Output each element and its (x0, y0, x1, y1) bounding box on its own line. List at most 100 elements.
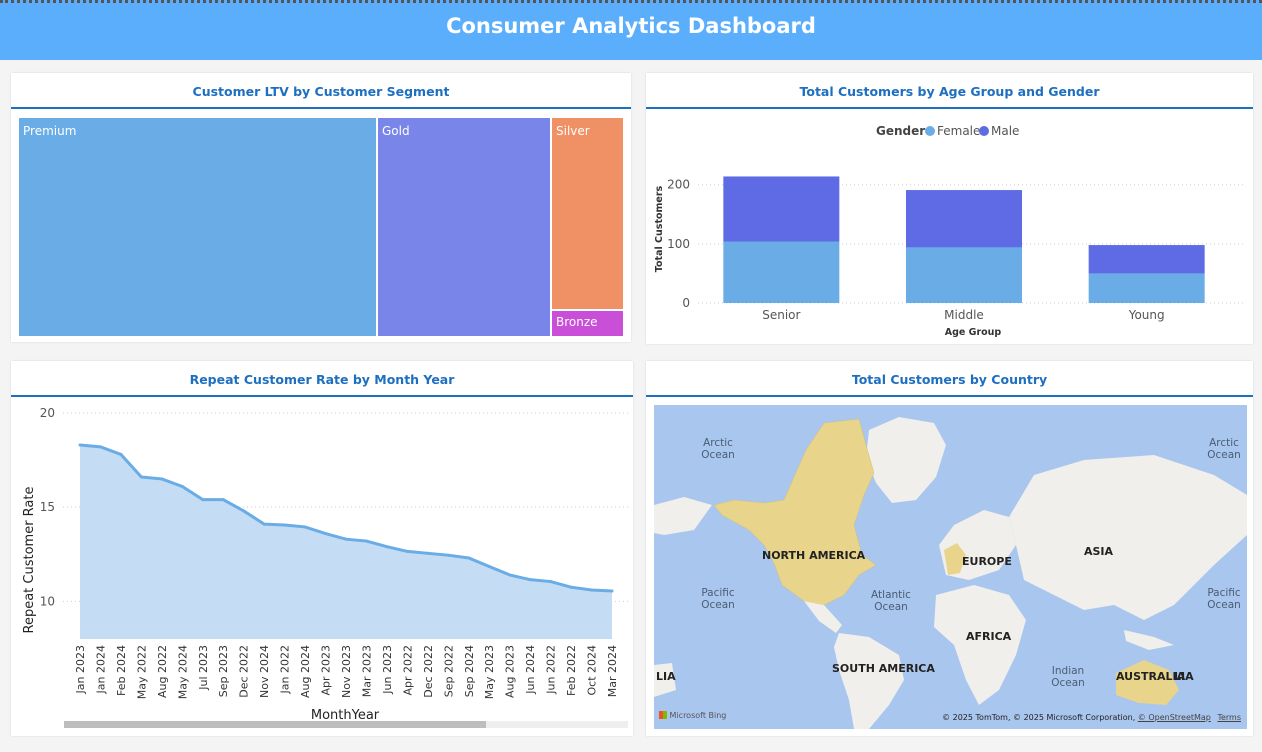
treemap-bronze[interactable]: Bronze (551, 310, 624, 337)
australia-shape (1116, 660, 1179, 705)
left-edge-oceania (654, 663, 676, 697)
label-lia-left: LIA (656, 670, 676, 683)
bar-male-middle[interactable] (906, 190, 1022, 248)
x-tick-label: Jan 2022 (279, 645, 292, 694)
map-attribution: © 2025 TomTom, © 2025 Microsoft Corporat… (942, 713, 1241, 722)
treemap-gold[interactable]: Gold (377, 117, 551, 337)
data-point[interactable] (119, 452, 123, 456)
repeat-rate-title: Repeat Customer Rate by Month Year (11, 361, 633, 397)
africa-shape (934, 585, 1026, 705)
data-point[interactable] (569, 585, 573, 589)
data-point[interactable] (283, 523, 287, 527)
x-tick-label: Nov 2024 (258, 645, 271, 698)
x-tick-label: Jan 2023 (74, 645, 87, 694)
x-tick-label: Aug 2022 (156, 645, 169, 698)
x-tick-label: Mar 2024 (606, 645, 619, 697)
x-tick-label: Sep 2023 (217, 645, 230, 697)
dashboard-header: Consumer Analytics Dashboard (0, 0, 1262, 60)
data-point[interactable] (467, 556, 471, 560)
age-gender-chart: 0 100 200 Senior Middle Young Gender Female … (654, 124, 1246, 338)
ocean-indian: Indian Ocean (1051, 665, 1085, 689)
x-tick-label: Apr 2022 (401, 645, 414, 696)
x-tick-label: May 2024 (176, 645, 189, 699)
data-point[interactable] (221, 498, 225, 502)
data-point[interactable] (324, 532, 328, 536)
repeat-rate-panel: Repeat Customer Rate by Month Year 10 15 2… (11, 361, 633, 736)
x-tick-label: Jul 2023 (197, 645, 210, 691)
data-point[interactable] (344, 537, 348, 541)
left-edge-land (654, 497, 712, 535)
bing-logo[interactable]: Microsoft Bing (659, 711, 726, 720)
country-map-title: Total Customers by Country (646, 361, 1253, 397)
data-point[interactable] (242, 509, 246, 513)
data-point[interactable] (487, 564, 491, 568)
y-axis-title: Repeat Customer Rate (22, 487, 37, 634)
label-europe: EUROPE (962, 555, 1012, 568)
osm-link[interactable]: © OpenStreetMap (1137, 713, 1211, 722)
age-gender-panel: Total Customers by Age Group and Gender … (646, 73, 1253, 344)
data-point[interactable] (98, 445, 102, 449)
data-point[interactable] (590, 588, 594, 592)
bar-male-senior[interactable] (723, 176, 840, 242)
label-asia: ASIA (1084, 545, 1114, 558)
x-tick-label: Jun 2023 (381, 645, 394, 695)
treemap-bronze-label: Bronze (556, 315, 598, 329)
data-point[interactable] (446, 553, 450, 557)
bar-female-young[interactable] (1088, 273, 1205, 303)
data-point[interactable] (610, 589, 614, 593)
x-tick-label: Jan 2024 (94, 645, 107, 694)
data-point[interactable] (201, 498, 205, 502)
ocean-arctic-left: Arctic Ocean (701, 437, 735, 461)
treemap-premium[interactable]: Premium (18, 117, 377, 337)
x-tick-label: Mar 2023 (360, 645, 373, 697)
data-point[interactable] (508, 573, 512, 577)
europe-highlight (944, 543, 966, 575)
y-axis-title: Total Customers (654, 185, 665, 272)
y-tick-label: 0 (682, 296, 690, 310)
label-africa: AFRICA (966, 630, 1012, 643)
north-america-shape (713, 418, 877, 606)
area-fill (80, 445, 612, 639)
data-point[interactable] (549, 580, 553, 584)
bing-logo-text: Microsoft Bing (669, 711, 727, 720)
legend-female-label: Female (937, 124, 980, 138)
treemap-silver-label: Silver (556, 124, 590, 138)
treemap-silver[interactable]: Silver (551, 117, 624, 310)
x-tick-label: May 2023 (483, 645, 496, 699)
legend-male-label: Male (991, 124, 1019, 138)
bar-female-middle[interactable] (906, 247, 1022, 303)
data-point[interactable] (180, 484, 184, 488)
data-point[interactable] (139, 475, 143, 479)
country-map-panel: Total Customers by Country (646, 361, 1253, 736)
legend[interactable]: Gender Female Male (876, 124, 1019, 138)
data-point[interactable] (528, 578, 532, 582)
data-point[interactable] (385, 545, 389, 549)
bar-female-senior[interactable] (723, 241, 840, 303)
world-map[interactable]: Arctic Ocean Arctic Ocean Pacific Ocean … (654, 405, 1247, 729)
x-tick-label: Senior (762, 308, 800, 322)
data-point[interactable] (262, 522, 266, 526)
data-point[interactable] (364, 539, 368, 543)
legend-title: Gender (876, 124, 925, 138)
central-america-shape (804, 601, 842, 633)
x-tick-label: Middle (944, 308, 984, 322)
terms-link[interactable]: Terms (1217, 713, 1241, 722)
x-axis-title: MonthYear (311, 708, 380, 723)
microsoft-logo-icon (659, 711, 667, 719)
ocean-arctic-right: Arctic Ocean (1207, 437, 1241, 461)
south-america-shape (834, 633, 904, 729)
horizontal-scrollbar-thumb[interactable] (64, 721, 486, 728)
legend-female-dot (925, 126, 935, 136)
data-point[interactable] (160, 477, 164, 481)
data-point[interactable] (426, 551, 430, 555)
data-point[interactable] (78, 443, 82, 447)
x-tick-label: Dec 2022 (238, 645, 251, 698)
data-point[interactable] (303, 525, 307, 529)
x-tick-label: Aug 2024 (299, 645, 312, 698)
data-point[interactable] (405, 549, 409, 553)
treemap-gold-label: Gold (382, 124, 410, 138)
bar-male-young[interactable] (1088, 245, 1205, 274)
x-tick-label: Young (1128, 308, 1165, 322)
right-edge-land (1229, 495, 1247, 530)
y-tick-label: 20 (40, 406, 55, 420)
